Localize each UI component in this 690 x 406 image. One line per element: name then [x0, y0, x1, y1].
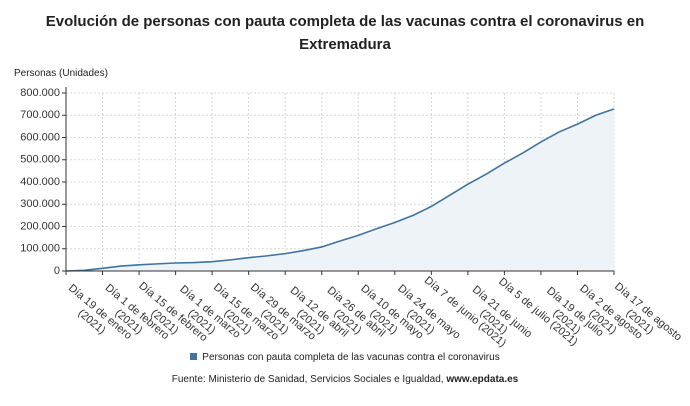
- y-tick-label: 400.000: [20, 176, 60, 188]
- y-tick-label: 100.000: [20, 243, 60, 255]
- y-tick-label: 800.000: [20, 87, 60, 99]
- y-tick-label: 300.000: [20, 198, 60, 210]
- legend-label: Personas con pauta completa de las vacun…: [202, 352, 500, 363]
- y-tick-label: 0: [54, 265, 60, 277]
- y-tick-label: 700.000: [20, 109, 60, 121]
- y-tick-label: 600.000: [20, 131, 60, 143]
- y-tick-label: 200.000: [20, 220, 60, 232]
- source-link: www.epdata.es: [446, 374, 519, 385]
- line: [65, 108, 615, 272]
- source-text: Fuente: Ministerio de Sanidad, Servicios…: [171, 374, 444, 385]
- legend-swatch: [190, 353, 198, 360]
- source: Fuente: Ministerio de Sanidad, Servicios…: [0, 374, 690, 385]
- y-tick-label: 500.000: [20, 154, 60, 166]
- legend: Personas con pauta completa de las vacun…: [0, 352, 690, 363]
- y-axis-label: Personas (Unidades): [14, 68, 108, 79]
- area-fill: [66, 109, 614, 272]
- chart-title: Evolución de personas con pauta completa…: [45, 13, 645, 53]
